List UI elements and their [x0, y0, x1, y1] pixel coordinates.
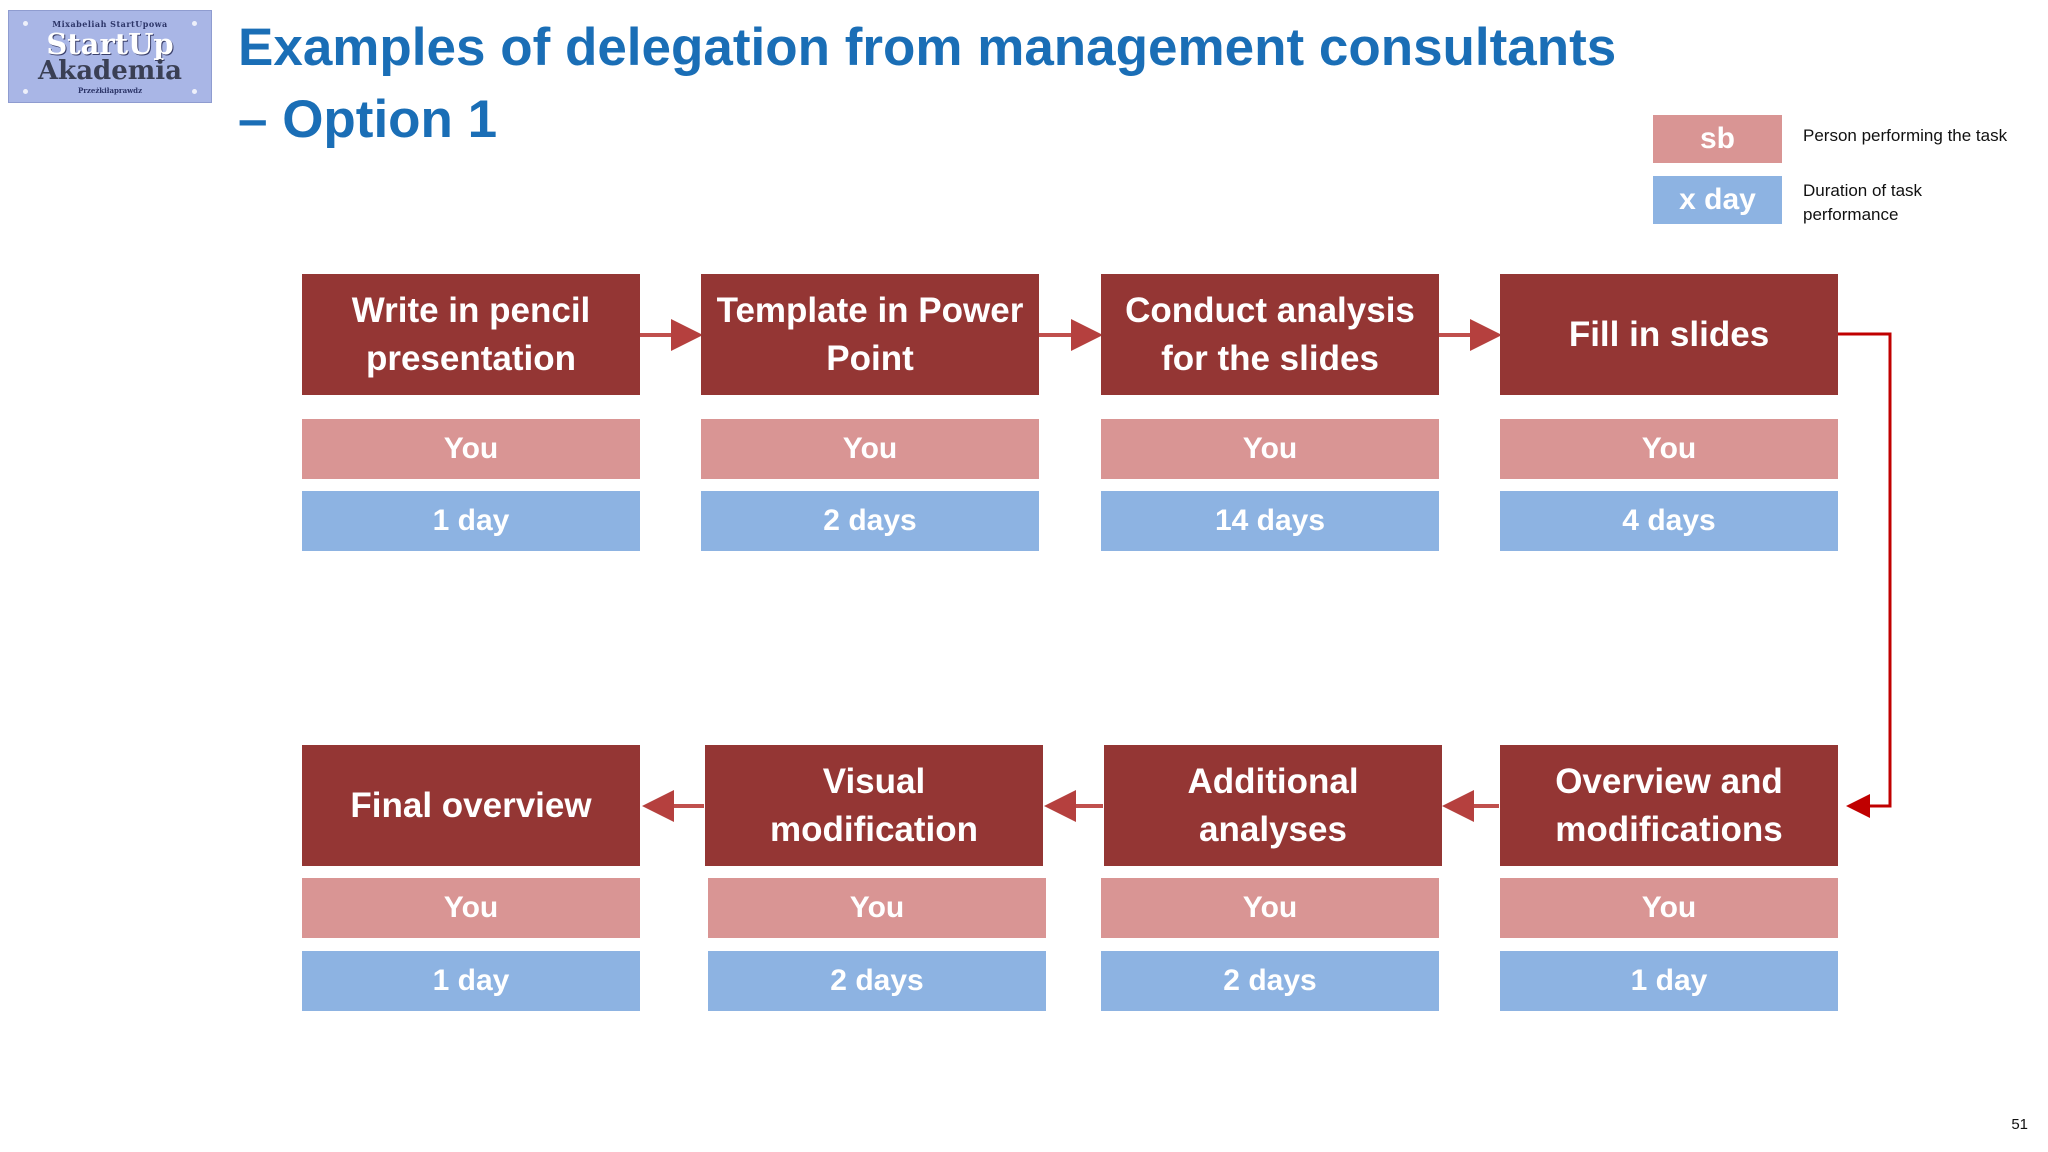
- logo-top-text: Mixabeliah StartUpowa: [52, 19, 168, 29]
- legend-duration-text: Duration of task performance: [1803, 181, 1923, 224]
- task-5-duration: 1 day: [1500, 951, 1838, 1011]
- task-1-duration: 1 day: [302, 491, 640, 551]
- task-final-overview: Final overview: [302, 745, 640, 866]
- arrow-4-to-row2: [1838, 332, 1892, 818]
- page-number: 51: [2011, 1116, 2028, 1133]
- task-overview-modifications: Overview and modifications: [1500, 745, 1838, 866]
- task-8-duration: 1 day: [302, 951, 640, 1011]
- task-template-ppt: Template in Power Point: [701, 274, 1039, 395]
- task-conduct-analysis: Conduct analysis for the slides: [1101, 274, 1439, 395]
- startup-akademia-logo: Mixabeliah StartUpowa StartUp Akademia P…: [8, 10, 212, 103]
- task-6-person: You: [1101, 878, 1439, 938]
- logo-line1: StartUp: [46, 27, 174, 61]
- task-visual-modification: Visual modification: [705, 745, 1043, 866]
- slide-title: Examples of delegation from management c…: [238, 18, 1617, 149]
- task-4-duration: 4 days: [1500, 491, 1838, 551]
- task-1-person: You: [302, 419, 640, 479]
- task-8-person: You: [302, 878, 640, 938]
- legend-person-box: sb: [1653, 115, 1782, 163]
- task-fill-slides: Fill in slides: [1500, 274, 1838, 395]
- task-7-duration: 2 days: [708, 951, 1046, 1011]
- task-3-duration: 14 days: [1101, 491, 1439, 551]
- task-additional-analyses: Additional analyses: [1104, 745, 1442, 866]
- task-3-person: You: [1101, 419, 1439, 479]
- task-6-duration: 2 days: [1101, 951, 1439, 1011]
- task-2-person: You: [701, 419, 1039, 479]
- task-5-person: You: [1500, 878, 1838, 938]
- logo-line2: Akademia: [38, 56, 182, 86]
- logo-bottom-text: Przeżkiłaprawdz: [77, 86, 143, 95]
- task-write-pencil: Write in pencil presentation: [302, 274, 640, 395]
- task-2-duration: 2 days: [701, 491, 1039, 551]
- task-4-person: You: [1500, 419, 1838, 479]
- task-7-person: You: [708, 878, 1046, 938]
- legend-person-text: Person performing the task: [1803, 126, 2008, 145]
- legend-duration-box: x day: [1653, 176, 1782, 224]
